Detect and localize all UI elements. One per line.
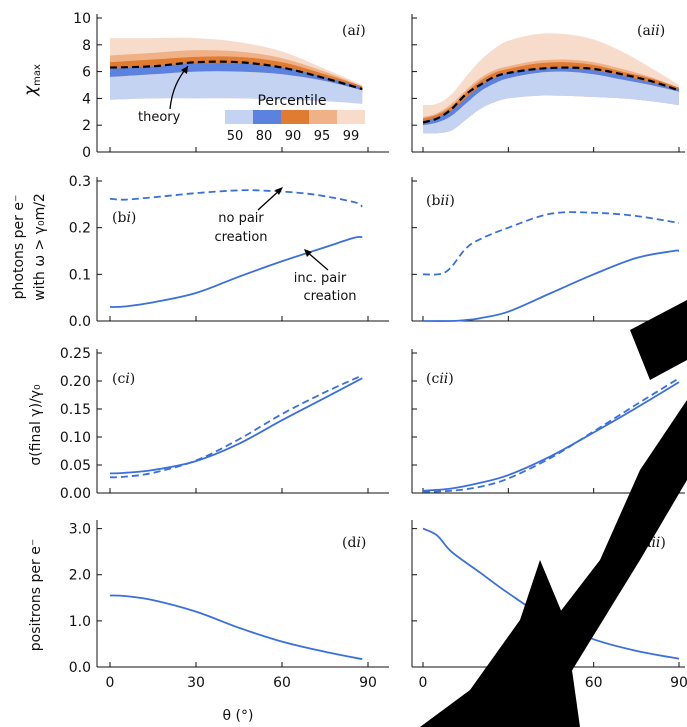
series-line-solid xyxy=(422,249,680,322)
legend-title: Percentile xyxy=(257,93,326,109)
panel-bi: 0.0 0.1 0.2 0.3 (bi) no pair creation inc. pair… xyxy=(69,174,389,330)
x-tick-label: 60 xyxy=(273,675,291,691)
y-tick-label: 0.2 xyxy=(69,221,91,237)
panel-label: (cii) xyxy=(426,371,454,387)
series-line-solid xyxy=(422,527,680,660)
legend-swatch-95 xyxy=(309,110,337,124)
panel-label-roman: i xyxy=(356,23,360,39)
panel-label-roman: i xyxy=(125,371,129,387)
y-label-main: χ xyxy=(21,85,41,97)
y-axis-label-c: σ(final γ)/γ₀ xyxy=(28,384,44,466)
watermark-stroke-2 xyxy=(500,400,687,690)
y-tick-label: 0.3 xyxy=(69,174,91,190)
y-label-sub: max xyxy=(32,64,43,86)
x-tick-label: 0 xyxy=(106,675,115,691)
panel-label-roman: ii xyxy=(651,23,660,39)
panel-label: (bii) xyxy=(426,193,455,209)
series-line-dashed xyxy=(422,211,680,276)
panel-di: 0.0 1.0 2.0 3.0 0 30 60 90 (di) xyxy=(69,520,389,691)
annotation-inc-pair: creation xyxy=(303,289,356,304)
series-line-solid xyxy=(109,594,363,661)
series-line-solid xyxy=(109,235,363,308)
panel-aii: (aii) xyxy=(411,14,685,153)
arrowhead-inc-pair xyxy=(304,249,312,257)
panel-label-roman: i xyxy=(126,210,130,226)
theory-arrowhead xyxy=(181,66,188,74)
legend-swatch-90 xyxy=(281,110,309,124)
x-tick-label: 90 xyxy=(359,675,377,691)
panel-label: (di) xyxy=(342,535,366,551)
panel-bii: (bii) xyxy=(411,177,685,322)
watermark xyxy=(420,300,687,727)
y-tick-label: 0.05 xyxy=(60,458,91,474)
y-tick-label: 0.00 xyxy=(60,486,91,502)
y-tick-label: 1.0 xyxy=(69,614,91,630)
x-tick-label: 90 xyxy=(670,675,687,691)
y-axis-label-b1: photons per e⁻ xyxy=(11,195,27,300)
legend-entry: 95 xyxy=(314,129,331,144)
y-tick-label: 0.20 xyxy=(60,374,91,390)
x-tick-label: 60 xyxy=(585,675,603,691)
theory-annotation: theory xyxy=(138,110,181,125)
y-tick-label: 0.0 xyxy=(69,314,91,330)
arrowhead-no-pair xyxy=(275,187,283,195)
y-tick-label: 4 xyxy=(82,91,91,107)
panel-label-roman: ii xyxy=(651,535,660,551)
legend-swatch-80 xyxy=(253,110,281,124)
panel-ai: 0 2 4 6 8 10 (ai) theory Percentile 50 80 90 95 99 xyxy=(73,11,389,161)
legend-swatch-99 xyxy=(337,110,365,124)
y-axis-label-d: positrons per e⁻ xyxy=(28,539,44,651)
theory-line xyxy=(422,66,680,124)
annotation-no-pair: creation xyxy=(214,230,267,245)
y-tick-label: 0 xyxy=(82,145,91,161)
y-axis-label-a: χmax xyxy=(21,64,43,97)
series-line-solid xyxy=(109,377,363,475)
panel-label: (aii) xyxy=(637,23,665,39)
legend-entry: 80 xyxy=(256,129,273,144)
series-line-solid xyxy=(422,381,680,492)
band-80 xyxy=(423,67,679,126)
y-tick-label: 0.10 xyxy=(60,430,91,446)
series-line-dashed xyxy=(109,374,363,479)
percentile-legend: Percentile 50 80 90 95 99 xyxy=(225,93,365,144)
y-tick-label: 3.0 xyxy=(69,522,91,538)
panel-label: (ci) xyxy=(112,371,135,387)
annotation-no-pair: no pair xyxy=(218,211,264,226)
y-tick-label: 0.25 xyxy=(60,346,91,362)
panel-label-roman: i xyxy=(356,535,360,551)
y-tick-label: 8 xyxy=(82,38,91,54)
panel-ci: 0.00 0.05 0.10 0.15 0.20 0.25 (ci) xyxy=(60,346,389,502)
panel-label: (bi) xyxy=(112,210,136,226)
y-axis-label-b2: with ω > γ₀m/2 xyxy=(32,193,48,301)
legend-swatch-50 xyxy=(225,110,253,124)
y-tick-label: 0.0 xyxy=(69,660,91,676)
y-tick-label: 2 xyxy=(82,118,91,134)
series-line-dashed xyxy=(109,189,363,208)
band-50 xyxy=(423,71,679,134)
x-tick-label: 30 xyxy=(187,675,205,691)
legend-entry: 99 xyxy=(343,129,360,144)
y-tick-label: 2.0 xyxy=(69,568,91,584)
x-axis-title-left: θ (°) xyxy=(223,708,254,724)
band-80 xyxy=(110,63,363,91)
panel-label-roman: ii xyxy=(440,193,449,209)
band-50 xyxy=(110,71,363,104)
y-tick-label: 10 xyxy=(73,11,91,27)
y-tick-label: 0.15 xyxy=(60,402,91,418)
panel-label: (ai) xyxy=(342,23,366,39)
y-tick-label: 6 xyxy=(82,65,91,81)
x-tick-label: 0 xyxy=(419,675,428,691)
legend-entry: 90 xyxy=(285,129,302,144)
watermark-stroke-3 xyxy=(630,300,687,380)
annotation-inc-pair: inc. pair xyxy=(294,271,347,286)
legend-entry: 50 xyxy=(227,129,244,144)
y-tick-label: 0.1 xyxy=(69,267,91,283)
panel-label-roman: ii xyxy=(439,371,448,387)
